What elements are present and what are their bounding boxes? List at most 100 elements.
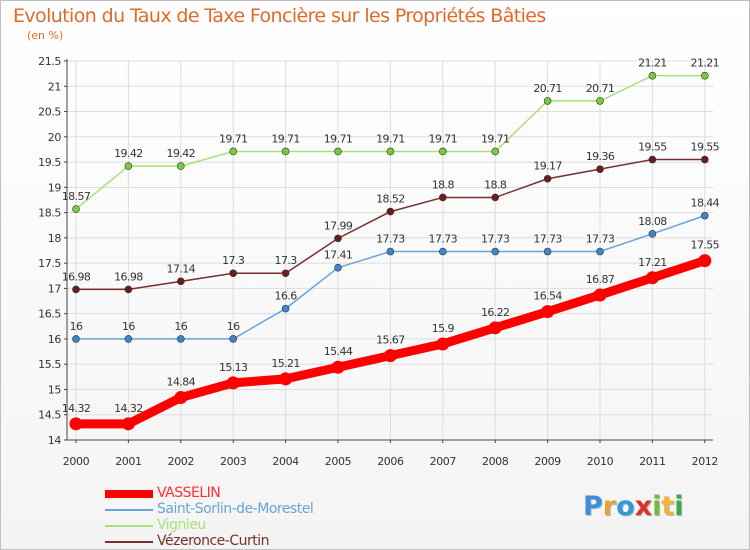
data-point bbox=[438, 147, 447, 156]
data-label: 17.55 bbox=[691, 239, 720, 252]
y-tick-label: 19 bbox=[48, 181, 62, 194]
data-point bbox=[436, 337, 450, 351]
data-point bbox=[543, 97, 552, 105]
data-label: 17.73 bbox=[376, 233, 405, 246]
data-label: 17.21 bbox=[638, 256, 667, 269]
data-point bbox=[488, 321, 502, 335]
x-tick-label: 2009 bbox=[534, 455, 561, 468]
y-tick-label: 15 bbox=[48, 383, 62, 396]
x-tick-label: 2003 bbox=[220, 455, 247, 468]
data-point bbox=[491, 147, 500, 156]
y-tick-label: 15.5 bbox=[38, 358, 61, 371]
data-label: 19.55 bbox=[691, 141, 720, 154]
data-label: 14.32 bbox=[62, 402, 91, 415]
data-label: 19.55 bbox=[638, 141, 667, 154]
x-tick-label: 2010 bbox=[587, 455, 614, 468]
legend-label: Saint-Sorlin-de-Morestel bbox=[157, 501, 314, 517]
data-label: 18.52 bbox=[376, 193, 405, 206]
data-label: 17.3 bbox=[275, 254, 298, 267]
data-point bbox=[281, 147, 290, 156]
legend-swatch bbox=[105, 541, 153, 543]
data-point bbox=[648, 155, 657, 164]
data-point bbox=[177, 335, 185, 343]
y-tick-label: 18.5 bbox=[38, 207, 61, 220]
y-tick-label: 17 bbox=[48, 282, 62, 295]
data-label: 18.44 bbox=[691, 197, 720, 210]
data-point bbox=[648, 230, 657, 238]
data-point bbox=[334, 234, 342, 243]
legend-swatch bbox=[105, 525, 153, 527]
data-label: 19.71 bbox=[481, 132, 510, 145]
data-point bbox=[281, 304, 290, 313]
data-label: 16.22 bbox=[481, 306, 510, 319]
data-label: 15.21 bbox=[271, 357, 300, 370]
x-tick-label: 2006 bbox=[377, 455, 404, 468]
data-point bbox=[593, 288, 607, 302]
data-label: 15.44 bbox=[324, 345, 353, 358]
data-point bbox=[229, 269, 237, 278]
data-label: 15.13 bbox=[219, 361, 248, 374]
data-point bbox=[596, 165, 604, 173]
data-label: 16.6 bbox=[275, 290, 298, 303]
data-label: 19.36 bbox=[586, 150, 615, 163]
y-tick-label: 20.5 bbox=[38, 106, 61, 119]
data-point bbox=[386, 207, 395, 216]
data-point bbox=[491, 247, 500, 256]
data-label: 19.42 bbox=[114, 147, 143, 160]
legend-swatch bbox=[105, 509, 153, 511]
data-label: 14.32 bbox=[114, 402, 143, 415]
data-label: 16.98 bbox=[114, 270, 143, 283]
data-point bbox=[648, 71, 657, 80]
data-label: 19.42 bbox=[167, 147, 196, 160]
data-label: 16 bbox=[227, 320, 240, 333]
data-label: 17.14 bbox=[167, 262, 196, 275]
data-label: 16.87 bbox=[586, 273, 615, 286]
y-tick-label: 16.5 bbox=[38, 308, 61, 321]
data-label: 19.17 bbox=[533, 160, 562, 173]
data-label: 17.73 bbox=[429, 233, 458, 246]
data-point bbox=[72, 285, 80, 294]
data-point bbox=[69, 417, 83, 431]
data-label: 20.71 bbox=[586, 82, 615, 95]
x-tick-label: 2002 bbox=[168, 455, 194, 468]
data-label: 18.8 bbox=[484, 178, 507, 191]
data-point bbox=[596, 97, 604, 105]
line-chart: 14 14.5 15 15.5 16 16.5 17 17.5 18 18.5 19 19.5 20 20… bbox=[38, 55, 720, 468]
data-point bbox=[543, 174, 552, 183]
data-point bbox=[229, 335, 237, 343]
data-label: 16 bbox=[70, 320, 83, 333]
data-label: 17.41 bbox=[324, 249, 353, 262]
data-point bbox=[543, 247, 552, 256]
data-label: 17.73 bbox=[481, 233, 510, 246]
data-label: 14.84 bbox=[167, 376, 196, 389]
y-tick-label: 14 bbox=[48, 434, 62, 447]
data-label: 16.98 bbox=[62, 270, 91, 283]
x-tick-label: 2000 bbox=[63, 455, 90, 468]
x-tick-label: 2005 bbox=[325, 455, 352, 468]
data-label: 16 bbox=[122, 320, 135, 333]
y-tick-label: 14.5 bbox=[38, 409, 61, 422]
y-tick-label: 19.5 bbox=[38, 156, 61, 169]
data-label: 19.71 bbox=[324, 132, 353, 145]
data-point bbox=[334, 263, 342, 272]
data-label: 15.9 bbox=[432, 322, 455, 335]
data-point bbox=[438, 247, 447, 256]
data-point bbox=[124, 285, 133, 294]
data-label: 19.71 bbox=[271, 132, 300, 145]
x-tick-label: 2007 bbox=[430, 455, 457, 468]
data-label: 17.3 bbox=[222, 254, 245, 267]
data-point bbox=[645, 271, 659, 285]
data-point bbox=[281, 269, 290, 278]
data-label: 21.21 bbox=[638, 57, 667, 70]
data-point bbox=[124, 162, 133, 170]
data-point bbox=[596, 247, 604, 256]
x-tick-label: 2001 bbox=[115, 455, 141, 468]
y-tick-label: 21.5 bbox=[38, 55, 61, 68]
data-label: 17.73 bbox=[533, 233, 562, 246]
data-point bbox=[72, 335, 80, 343]
x-tick-label: 2012 bbox=[692, 455, 718, 468]
data-point bbox=[226, 376, 240, 390]
x-tick-label: 2008 bbox=[482, 455, 509, 468]
y-tick-label: 21 bbox=[48, 80, 61, 93]
